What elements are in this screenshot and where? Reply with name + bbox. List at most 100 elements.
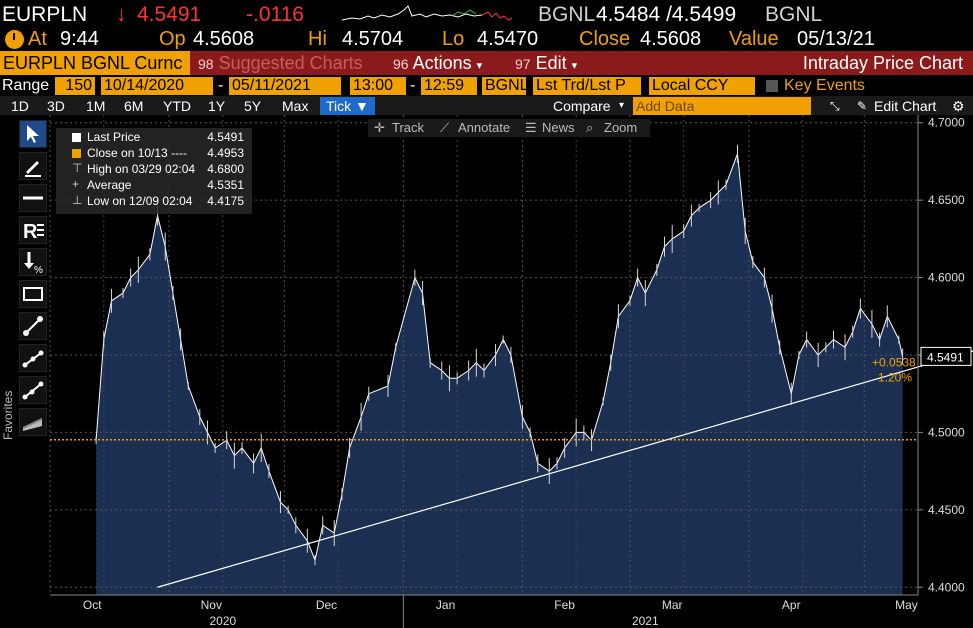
- legend-value: 4.5491: [207, 130, 244, 144]
- text-tool[interactable]: R: [19, 216, 47, 244]
- at-label: At: [28, 28, 47, 50]
- period-ytd[interactable]: YTD: [163, 98, 191, 114]
- edit-chart-button[interactable]: Edit Chart: [874, 98, 937, 114]
- y-tick-label: 4.7000: [928, 116, 965, 130]
- key-events-checkbox[interactable]: [766, 80, 778, 92]
- trendline-tool[interactable]: [19, 312, 47, 340]
- ticker-symbol[interactable]: EURPLN: [2, 3, 88, 26]
- legend-label: High on 03/29 02:04: [87, 162, 196, 176]
- year-label: 2021: [632, 614, 659, 628]
- drawing-tools: R % Favorites: [0, 115, 48, 628]
- x-tick-label: Jan: [436, 598, 455, 612]
- time-from-input[interactable]: 13:00: [350, 77, 406, 95]
- crosshair-icon: ✛: [374, 120, 385, 135]
- legend-value: 4.4953: [207, 146, 244, 160]
- zoom-icon: ⌕: [586, 120, 594, 135]
- value-label: Value: [729, 28, 779, 50]
- eraser-tool[interactable]: [19, 408, 47, 436]
- price-area: [96, 153, 903, 595]
- legend-value: 4.4175: [207, 194, 244, 208]
- track-button[interactable]: Track: [392, 120, 425, 135]
- tick-select[interactable]: Tick ▼: [320, 97, 375, 115]
- value-date: 05/13/21: [797, 28, 875, 50]
- trendline-icon: [23, 316, 43, 336]
- period-6m[interactable]: 6M: [124, 98, 144, 114]
- price-line: [95, 153, 904, 562]
- add-data-input[interactable]: Add Data: [633, 97, 811, 115]
- session-stats: At 9:44 Op 4.5608 Hi 4.5704 Lo 4.5470 Cl…: [0, 28, 973, 51]
- percent-tool[interactable]: %: [19, 248, 47, 276]
- text-icon: R: [23, 221, 44, 243]
- period-max[interactable]: Max: [282, 98, 309, 114]
- legend-average: + Average 4.5351: [60, 177, 248, 193]
- chevron-down-icon: ▾: [571, 60, 578, 72]
- news-button[interactable]: News: [542, 120, 575, 135]
- trendline: [157, 350, 973, 588]
- high-marker-icon: ⊤: [72, 161, 83, 175]
- period-1y[interactable]: 1Y: [208, 98, 226, 114]
- compare-button[interactable]: Compare: [553, 98, 611, 114]
- favorites-tab[interactable]: Favorites: [1, 390, 15, 440]
- actions-menu[interactable]: 96 Actions ▾: [393, 51, 482, 75]
- bars-input[interactable]: 150: [55, 77, 95, 95]
- percent-icon: %: [24, 252, 43, 276]
- zoom-button[interactable]: Zoom: [604, 120, 638, 135]
- fibonacci-icon: [22, 381, 44, 400]
- suggested-charts-menu[interactable]: 98 Suggested Charts: [198, 51, 363, 75]
- annotate-button[interactable]: Annotate: [458, 120, 511, 135]
- resize-icon[interactable]: ⤡: [830, 99, 840, 113]
- eraser-icon: [23, 418, 42, 431]
- field-select[interactable]: Lst Trd/Lst P: [533, 77, 641, 95]
- bid-ask: 4.5484 /4.5499: [596, 3, 737, 26]
- legend-last-price: Last Price 4.5491: [60, 130, 248, 145]
- fibonacci-tool[interactable]: [19, 376, 47, 404]
- low-marker-icon: ⊥: [72, 193, 83, 207]
- channel-tool[interactable]: [19, 344, 47, 372]
- cursor-icon: [27, 125, 39, 143]
- period-1d[interactable]: 1D: [11, 98, 29, 114]
- news-icon: ☰: [525, 120, 537, 135]
- source-label: BGNL: [538, 3, 596, 26]
- legend-swatch-close: [72, 149, 81, 158]
- period-3d[interactable]: 3D: [47, 98, 65, 114]
- chevron-down-icon: ▾: [619, 100, 625, 111]
- period-5y[interactable]: 5Y: [244, 98, 262, 114]
- sparkline-icon: [342, 5, 513, 21]
- source-input[interactable]: BGNL: [482, 77, 529, 95]
- horizontal-line-tool[interactable]: [19, 184, 47, 212]
- y-tick-label: 4.4500: [928, 503, 965, 517]
- chart-legend: Last Price 4.5491 Close on 10/13 ---- 4.…: [56, 128, 252, 214]
- legend-value: 4.5351: [207, 178, 244, 192]
- rectangle-icon: [23, 287, 43, 301]
- year-label: 2020: [209, 614, 236, 628]
- y-tick-label: 4.4000: [928, 580, 965, 594]
- ccy-select[interactable]: Local CCY: [649, 77, 755, 95]
- to-date-input[interactable]: 05/11/2021: [229, 77, 341, 95]
- y-tick-label: 4.5000: [928, 425, 965, 439]
- svg-text:%: %: [34, 265, 43, 275]
- edit-menu[interactable]: 97 Edit ▾: [515, 51, 577, 75]
- price-chart[interactable]: 4.40004.45004.50004.55004.60004.65004.70…: [48, 115, 973, 628]
- close-label: Close: [579, 28, 631, 50]
- from-date-input[interactable]: 10/14/2020: [101, 77, 213, 95]
- y-tick-label: 4.6000: [928, 271, 965, 285]
- legend-label: Last Price: [87, 130, 141, 144]
- gear-icon[interactable]: ⚙: [952, 98, 965, 114]
- range-label: Range: [2, 77, 50, 94]
- annotation-percent: 1.20%: [878, 370, 912, 384]
- pointer-tool[interactable]: [19, 120, 47, 148]
- actions-label: Actions: [412, 53, 472, 73]
- range-dash: -: [218, 77, 224, 94]
- high-label: Hi: [308, 28, 327, 50]
- rectangle-tool[interactable]: [19, 280, 47, 308]
- x-tick-label: Mar: [662, 598, 683, 612]
- security-field[interactable]: EURPLN BGNL Curnc: [0, 51, 190, 75]
- legend-label: Low on 12/09 02:04: [87, 194, 193, 208]
- last-price: 4.5491: [137, 3, 202, 26]
- period-1m[interactable]: 1M: [86, 98, 106, 114]
- time-to-input[interactable]: 12:59: [421, 77, 477, 95]
- pencil-tool[interactable]: [19, 152, 47, 180]
- clock-icon: [5, 30, 24, 49]
- channel-icon: [22, 350, 44, 368]
- period-toolbar: 1D 3D 1M 6M YTD 1Y 5Y Max Tick ▼ Compare…: [0, 96, 973, 115]
